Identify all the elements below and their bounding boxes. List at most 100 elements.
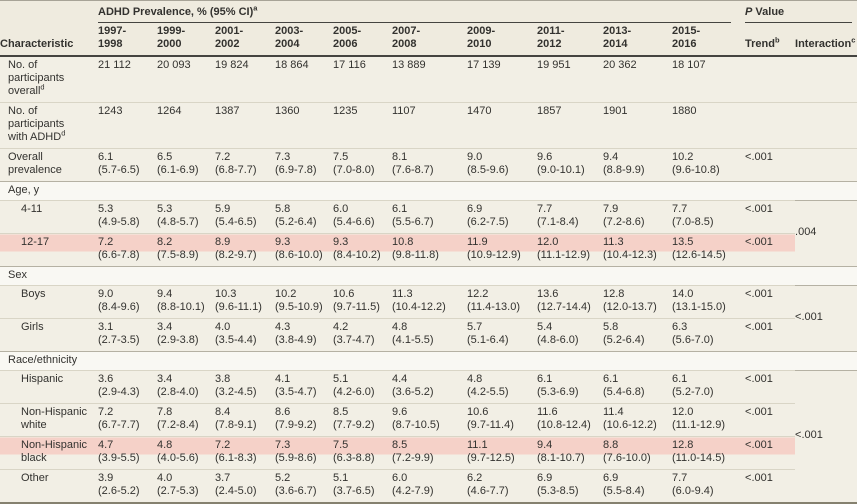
ci-value: (3.5-4.7) <box>275 386 317 398</box>
year-column-header: 2011- 2012 <box>537 23 603 57</box>
interaction-p-value <box>795 56 857 103</box>
prevalence-cell: 11.6 (10.8-12.4) <box>537 403 603 437</box>
trend-p-value <box>745 56 796 103</box>
section-header: Age, y <box>0 181 857 201</box>
ci-value: (10.9-12.9) <box>467 249 521 261</box>
ci-value: (7.6-8.7) <box>392 164 434 176</box>
ci-value: (6.8-7.7) <box>215 164 257 176</box>
prevalence-cell: 3.6 (2.9-4.3) <box>98 370 157 404</box>
prevalence-cell: 6.2 (4.6-7.7) <box>467 469 537 503</box>
prevalence-cell: 6.5 (6.1-6.9) <box>157 148 215 182</box>
prevalence-cell: 7.3 (5.9-8.6) <box>275 436 333 470</box>
ci-value: (3.7-6.5) <box>333 485 375 497</box>
year-column-header: 2015- 2016 <box>672 23 746 57</box>
ci-value: (3.5-4.4) <box>215 334 257 346</box>
prevalence-value: 3.7 <box>215 472 231 484</box>
table-row: 12-17 7.2 (6.6-7.8) 8.2 (7.5-8.9) 8.9 (8.2-9.7… <box>0 233 857 267</box>
ci-value: (5.3-8.5) <box>537 485 579 497</box>
prevalence-value: 6.9 <box>603 472 619 484</box>
prevalence-value: 8.2 <box>157 236 173 248</box>
prevalence-value: 5.3 <box>157 203 173 215</box>
count-value: 19 951 <box>537 56 603 103</box>
prevalence-cell: 5.8 (5.2-6.4) <box>603 318 672 352</box>
row-label: Overall prevalence <box>0 148 98 182</box>
ci-value: (4.6-7.7) <box>467 485 509 497</box>
prevalence-cell: 3.4 (2.9-3.8) <box>157 318 215 352</box>
prevalence-cell: 9.0 (8.5-9.6) <box>467 148 537 182</box>
ci-value: (13.1-15.0) <box>672 301 726 313</box>
prevalence-value: 7.9 <box>603 203 619 215</box>
prevalence-cell: 5.9 (5.4-6.5) <box>215 200 275 234</box>
interaction-p-value: <.001 <box>795 285 857 352</box>
ci-value: (4.8-6.0) <box>537 334 579 346</box>
prevalence-value: 11.3 <box>603 236 624 248</box>
prevalence-cell: 6.9 (5.5-8.4) <box>603 469 672 503</box>
prevalence-cell: 7.5 (6.3-8.8) <box>333 436 392 470</box>
ci-value: (7.9-9.2) <box>275 419 317 431</box>
ci-value: (8.7-10.5) <box>392 419 440 431</box>
year-column-header: 2009- 2010 <box>467 23 537 57</box>
trend-p-value <box>745 102 796 149</box>
prevalence-value: 10.2 <box>672 151 694 163</box>
year-column-header: 1999- 2000 <box>157 23 215 57</box>
row-label: 12-17 <box>0 233 98 267</box>
ci-value: (8.5-9.6) <box>467 164 509 176</box>
prevalence-value: 5.8 <box>603 321 619 333</box>
ci-value: (10.6-12.2) <box>603 419 657 431</box>
ci-value: (2.7-3.5) <box>98 334 140 346</box>
year-column-header: 2013- 2014 <box>603 23 672 57</box>
row-label: Hispanic <box>0 370 98 404</box>
ci-value: (7.7-9.2) <box>333 419 375 431</box>
prevalence-cell: 7.2 (6.7-7.7) <box>98 403 157 437</box>
ci-value: (9.0-10.1) <box>537 164 585 176</box>
table-row: Overall prevalence 6.1 (5.7-6.5) 6.5 (6.1-6.9… <box>0 148 857 182</box>
prevalence-cell: 6.1 (5.2-7.0) <box>672 370 746 404</box>
prevalence-value: 8.6 <box>275 406 291 418</box>
prevalence-cell: 5.3 (4.8-5.7) <box>157 200 215 234</box>
table-row: Girls 3.1 (2.7-3.5) 3.4 (2.9-3.8) 4.0 (3.5-4.4… <box>0 318 857 352</box>
prevalence-value: 7.5 <box>333 151 349 163</box>
prevalence-cell: 7.7 (7.1-8.4) <box>537 200 603 234</box>
prevalence-value: 6.0 <box>392 472 408 484</box>
prevalence-value: 3.9 <box>98 472 114 484</box>
ci-value: (7.2-8.4) <box>157 419 199 431</box>
prevalence-value: 4.2 <box>333 321 349 333</box>
prevalence-value: 5.9 <box>215 203 231 215</box>
ci-value: (2.8-4.0) <box>157 386 199 398</box>
prevalence-cell: 8.2 (7.5-8.9) <box>157 233 215 267</box>
prevalence-cell: 7.8 (7.2-8.4) <box>157 403 215 437</box>
prevalence-cell: 8.5 (7.2-9.9) <box>392 436 467 470</box>
ci-value: (3.6-6.7) <box>275 485 317 497</box>
prevalence-value: 4.1 <box>275 373 291 385</box>
count-value: 20 093 <box>157 56 215 103</box>
table-row: No. of participants overalld 21 112 20 093 19… <box>0 56 857 103</box>
prevalence-value: 6.5 <box>157 151 173 163</box>
table-row: Hispanic 3.6 (2.9-4.3) 3.4 (2.8-4.0) 3.8 (3.2-… <box>0 370 857 503</box>
prevalence-cell: 7.3 (6.9-7.8) <box>275 148 333 182</box>
prevalence-value: 8.4 <box>215 406 231 418</box>
prevalence-value: 5.4 <box>537 321 553 333</box>
prevalence-cell: 13.5 (12.6-14.5) <box>672 233 746 267</box>
ci-value: (5.4-6.8) <box>603 386 645 398</box>
prevalence-cell: 8.4 (7.8-9.1) <box>215 403 275 437</box>
interaction-p-value: .004 <box>795 200 857 267</box>
ci-value: (6.1-8.3) <box>215 452 257 464</box>
trend-p-value: <.001 <box>745 285 796 319</box>
ci-value: (4.0-5.6) <box>157 452 199 464</box>
ci-value: (9.7-11.5) <box>333 301 380 313</box>
ci-value: (5.3-6.9) <box>537 386 579 398</box>
ci-value: (2.6-5.2) <box>98 485 140 497</box>
ci-value: (9.8-11.8) <box>392 249 439 261</box>
count-value: 17 139 <box>467 56 537 103</box>
prevalence-cell: 11.3 (10.4-12.3) <box>603 233 672 267</box>
prevalence-value: 4.0 <box>215 321 231 333</box>
prevalence-value: 11.4 <box>603 406 624 418</box>
prevalence-value: 10.2 <box>275 288 297 300</box>
prevalence-cell: 4.8 (4.1-5.5) <box>392 318 467 352</box>
prevalence-value: 10.6 <box>467 406 489 418</box>
prevalence-cell: 4.0 (3.5-4.4) <box>215 318 275 352</box>
row-label: Girls <box>0 318 98 352</box>
ci-value: (6.2-7.5) <box>467 216 509 228</box>
prevalence-cell: 5.4 (4.8-6.0) <box>537 318 603 352</box>
prevalence-cell: 4.1 (3.5-4.7) <box>275 370 333 404</box>
